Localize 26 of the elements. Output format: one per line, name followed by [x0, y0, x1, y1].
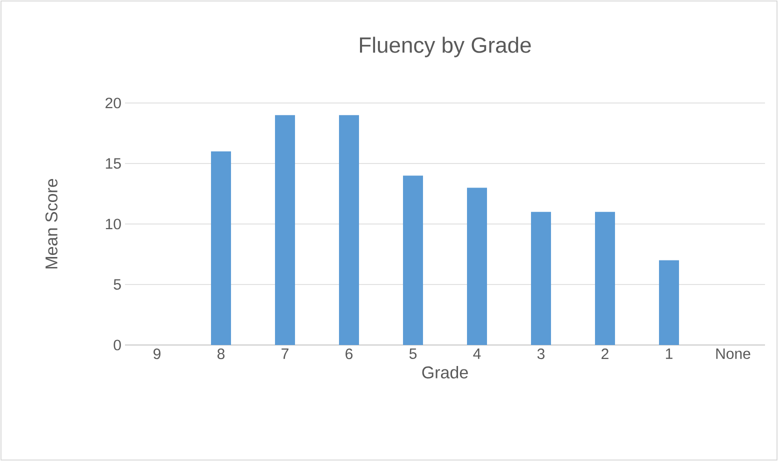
x-tick-label: 3: [537, 348, 545, 360]
y-tick-label: 0: [114, 340, 121, 350]
x-tick-label: 7: [282, 348, 288, 359]
x-tick-label: 6: [346, 348, 353, 360]
x-tick-label: 2: [602, 348, 608, 359]
x-tick-label: 5: [409, 348, 417, 359]
bar: [659, 260, 680, 345]
bar: [467, 188, 488, 345]
x-tick-label: 1: [666, 348, 672, 359]
x-axis-title: Grade: [422, 366, 468, 378]
bar: [595, 212, 616, 345]
chart-title: Fluency by Grade: [360, 36, 531, 58]
bar: [339, 115, 360, 345]
bar: [531, 212, 552, 345]
bar: [403, 176, 424, 345]
bar: [275, 115, 295, 345]
y-tick-label: 15: [106, 158, 121, 169]
bar: [211, 151, 231, 345]
y-tick-label: 20: [106, 98, 121, 108]
y-tick-label: 5: [114, 279, 121, 290]
x-tick-label: 9: [154, 348, 160, 360]
x-tick-label: 8: [217, 348, 225, 360]
y-tick-label: 10: [106, 218, 121, 230]
y-axis-title: Mean Score: [45, 178, 58, 268]
x-tick-label: None: [716, 348, 750, 359]
x-tick-label: 4: [473, 348, 481, 359]
